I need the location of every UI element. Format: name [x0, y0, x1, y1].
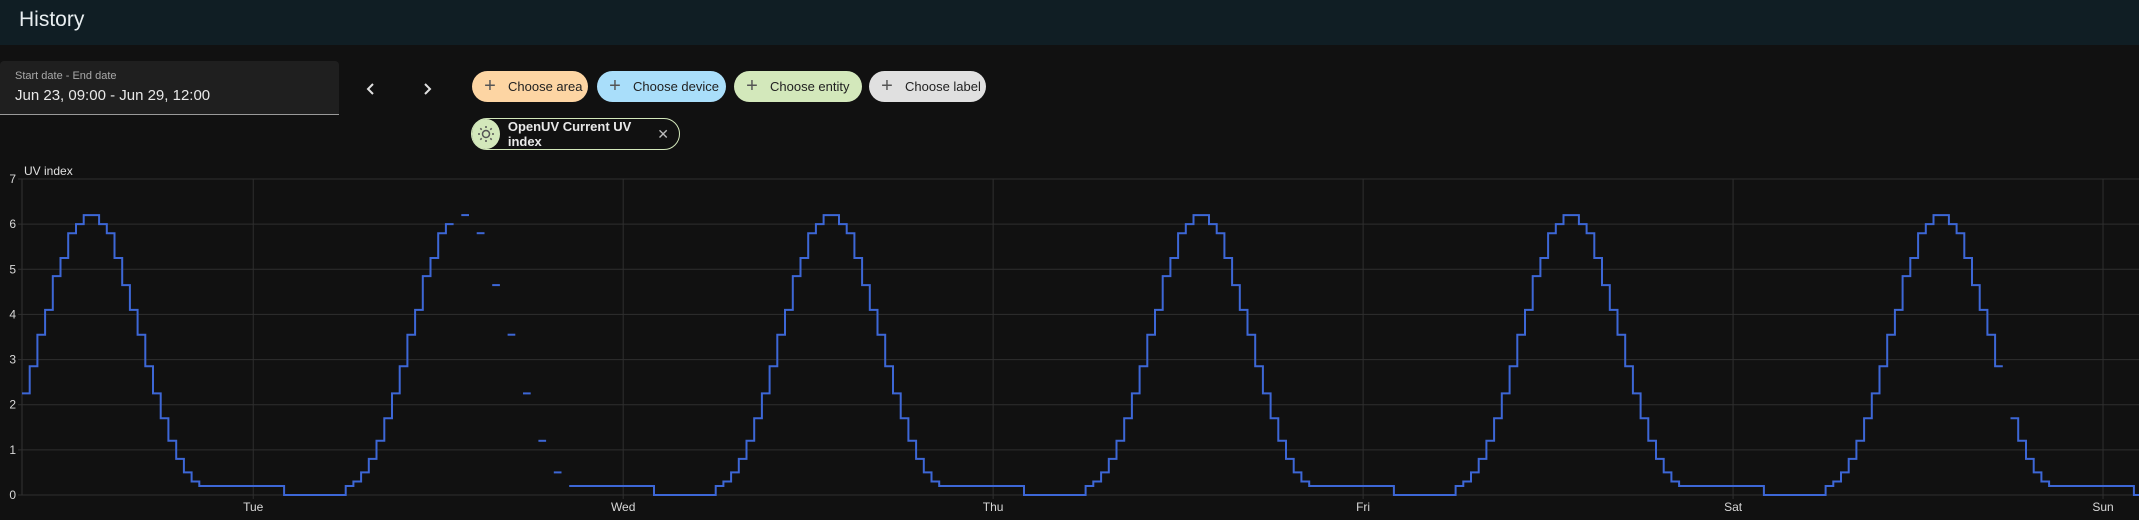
top-app-bar: History: [0, 0, 2139, 45]
x-tick-label: Tue: [243, 500, 264, 514]
y-tick-label: 0: [9, 488, 16, 502]
choose-device-label: Choose device: [633, 79, 719, 94]
chevron-left-icon: [366, 83, 374, 95]
close-icon[interactable]: ✕: [657, 125, 669, 142]
choose-label-label: Choose label: [905, 79, 981, 94]
choose-area-button[interactable]: + Choose area: [472, 71, 588, 102]
choose-device-button[interactable]: + Choose device: [597, 71, 726, 102]
y-axis-title: UV index: [24, 164, 73, 178]
x-tick-label: Sat: [1724, 500, 1743, 514]
y-tick-label: 7: [9, 172, 16, 186]
plus-icon: +: [881, 75, 893, 97]
uv-index-line-segment: [569, 214, 2003, 496]
plus-icon: +: [484, 75, 496, 97]
y-tick-label: 2: [9, 398, 16, 412]
weather-sunny-alert-icon: [472, 119, 500, 149]
page-title: History: [19, 8, 85, 31]
x-tick-label: Wed: [611, 500, 635, 514]
x-tick-label: Thu: [983, 500, 1004, 514]
y-tick-label: 4: [9, 307, 16, 321]
uv-index-line-segment: [22, 214, 454, 496]
date-range-label: Start date - End date: [15, 70, 117, 82]
y-tick-label: 6: [9, 217, 16, 231]
plus-icon: +: [746, 75, 758, 97]
choose-label-button[interactable]: + Choose label: [869, 71, 986, 102]
uv-index-line-segment: [2010, 417, 2139, 496]
selected-entity-chip[interactable]: OpenUV Current UV index ✕: [471, 118, 680, 150]
y-tick-label: 1: [9, 443, 16, 457]
date-range-value: Jun 23, 09:00 - Jun 29, 12:00: [15, 87, 211, 104]
y-tick-label: 3: [9, 353, 16, 367]
plus-icon: +: [609, 75, 621, 97]
x-tick-label: Fri: [1356, 500, 1370, 514]
date-range-picker[interactable]: Start date - End date Jun 23, 09:00 - Ju…: [0, 61, 339, 115]
chevron-right-icon: [424, 83, 432, 95]
x-tick-label: Sun: [2092, 500, 2113, 514]
y-tick-label: 5: [9, 262, 16, 276]
selected-entity-label: OpenUV Current UV index: [507, 119, 632, 149]
choose-entity-button[interactable]: + Choose entity: [734, 71, 862, 102]
choose-entity-label: Choose entity: [770, 79, 850, 94]
choose-area-label: Choose area: [508, 79, 583, 94]
previous-period-button[interactable]: [356, 74, 386, 104]
next-period-button[interactable]: [412, 74, 442, 104]
